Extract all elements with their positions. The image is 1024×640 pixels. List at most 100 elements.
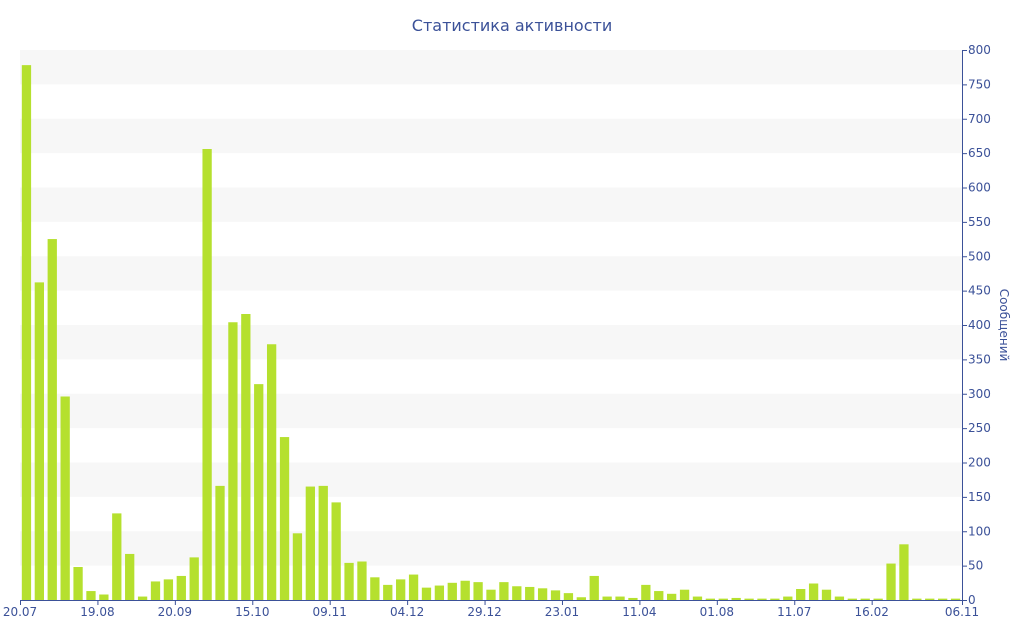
grid-bands bbox=[20, 50, 962, 566]
bar bbox=[305, 486, 315, 600]
grid-band bbox=[20, 531, 962, 566]
y-tick-label: 150 bbox=[968, 490, 991, 504]
bar bbox=[950, 598, 961, 601]
grid-band bbox=[20, 325, 962, 360]
grid-band bbox=[20, 462, 962, 497]
x-tick-label: 16.02 bbox=[854, 605, 888, 619]
bar bbox=[899, 544, 909, 600]
bar bbox=[731, 597, 741, 600]
y-tick-label: 700 bbox=[968, 112, 991, 126]
bar bbox=[563, 593, 574, 601]
bar bbox=[47, 239, 57, 600]
bar bbox=[150, 581, 161, 600]
bar bbox=[73, 567, 83, 600]
bar bbox=[537, 588, 548, 600]
grid-band bbox=[20, 256, 962, 291]
bar bbox=[279, 437, 290, 600]
y-tick-label: 650 bbox=[968, 146, 991, 160]
y-tick-label: 0 bbox=[968, 593, 976, 607]
bar bbox=[112, 513, 122, 601]
bar bbox=[421, 587, 432, 601]
bar bbox=[396, 579, 406, 601]
bar bbox=[821, 589, 832, 600]
bar bbox=[938, 598, 948, 601]
x-tick-label: 19.08 bbox=[80, 605, 114, 619]
grid-band bbox=[20, 393, 962, 429]
y-tick-label: 750 bbox=[968, 77, 991, 91]
y-tick-label: 800 bbox=[968, 43, 991, 57]
x-tick-label: 11.07 bbox=[777, 605, 811, 619]
y-tick-label: 300 bbox=[968, 387, 991, 401]
bars bbox=[21, 65, 961, 601]
bar bbox=[925, 598, 935, 601]
bar bbox=[408, 574, 419, 600]
y-tick-label: 400 bbox=[968, 318, 991, 332]
bar bbox=[834, 596, 845, 600]
bar bbox=[486, 589, 496, 600]
y-tick-label: 200 bbox=[968, 456, 991, 470]
bar bbox=[344, 562, 354, 601]
x-tick-label: 20.09 bbox=[158, 605, 192, 619]
bar bbox=[757, 598, 767, 601]
bar bbox=[602, 596, 612, 600]
bar bbox=[292, 533, 303, 600]
bar bbox=[383, 584, 393, 601]
x-tick-label: 23.01 bbox=[545, 605, 579, 619]
x-tick-label: 20.07 bbox=[3, 605, 37, 619]
bar bbox=[460, 580, 470, 600]
bar bbox=[318, 485, 328, 601]
x-tick-label: 09.11 bbox=[313, 605, 347, 619]
y-axis-label: Сообщений bbox=[997, 289, 1011, 362]
bar bbox=[189, 557, 199, 601]
bar bbox=[473, 582, 483, 601]
bar bbox=[34, 282, 44, 601]
bar bbox=[228, 322, 238, 600]
bar bbox=[447, 582, 457, 600]
y-tick-label: 450 bbox=[968, 284, 991, 298]
bar bbox=[576, 597, 586, 600]
bar bbox=[176, 575, 186, 600]
x-tick-label: 15.10 bbox=[235, 605, 269, 619]
bar bbox=[550, 590, 561, 601]
bar bbox=[679, 589, 690, 600]
bar bbox=[860, 598, 870, 601]
bar bbox=[641, 584, 651, 601]
bar bbox=[783, 596, 793, 600]
bar bbox=[589, 575, 599, 600]
bar bbox=[718, 598, 728, 601]
bar bbox=[254, 384, 264, 601]
bar bbox=[202, 149, 212, 600]
bar bbox=[770, 598, 780, 601]
y-ticks: 0 50 100 150 200 250 300 350 400 450 500 550 600 650 7… bbox=[962, 43, 991, 607]
grid-band bbox=[20, 50, 962, 85]
bar bbox=[525, 586, 535, 600]
bar bbox=[60, 396, 70, 600]
bar bbox=[21, 65, 32, 601]
bar bbox=[886, 563, 896, 600]
bar bbox=[370, 577, 380, 600]
bar bbox=[357, 561, 367, 600]
x-tick-label: 29.12 bbox=[467, 605, 501, 619]
bar bbox=[692, 596, 703, 600]
bar bbox=[808, 583, 819, 600]
bar bbox=[434, 585, 445, 600]
y-tick-label: 350 bbox=[968, 352, 991, 366]
y-tick-label: 250 bbox=[968, 421, 991, 435]
y-tick-label: 50 bbox=[968, 559, 983, 573]
bar bbox=[266, 344, 277, 600]
bar bbox=[667, 593, 677, 600]
y-tick-label: 500 bbox=[968, 249, 991, 263]
bar bbox=[873, 598, 883, 601]
bar bbox=[86, 591, 96, 600]
y-tick-label: 100 bbox=[968, 524, 991, 538]
bar bbox=[163, 579, 174, 601]
bar bbox=[654, 591, 664, 600]
bar bbox=[705, 598, 716, 601]
y-tick-label: 550 bbox=[968, 215, 991, 229]
bar bbox=[744, 598, 754, 601]
bar bbox=[215, 485, 225, 601]
bar bbox=[615, 596, 625, 600]
bar bbox=[137, 596, 148, 600]
bar bbox=[628, 597, 638, 600]
grid-band bbox=[20, 118, 962, 154]
